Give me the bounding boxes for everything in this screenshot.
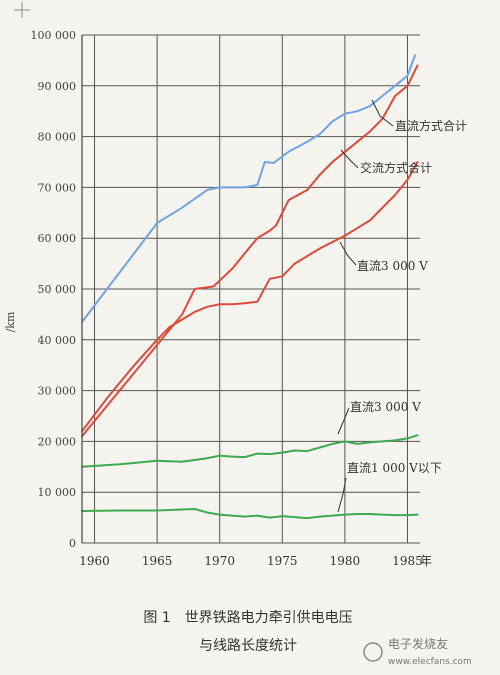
leader-dc3000-green [337,407,350,435]
label-dc-total: 直流方式合计 [395,118,467,133]
y-tick-label: 10 000 [38,486,77,499]
watermark-text: 电子发烧友 [388,636,448,651]
x-tick-label: 1980 [330,554,361,568]
series-line-4 [81,508,419,520]
series-layer [81,54,419,520]
y-tick-label: 100 000 [31,29,77,42]
label-dc3000-green: 直流3 000 V [350,400,421,414]
x-tick-label: 1965 [142,554,173,568]
leader-ac-total [340,149,359,169]
y-tick-label: 70 000 [38,181,77,194]
leader-dc3000-red [339,241,357,266]
y-tick-label: 90 000 [38,80,77,93]
series-line-1 [81,161,419,433]
leader-dc-total [371,99,394,127]
y-axis-label: /km [4,311,17,332]
series-line-2 [81,64,419,438]
axis-layer: 0 10 000 20 000 30 000 40 000 50 000 60 000 70 … [31,29,423,568]
y-tick-label: 30 000 [38,385,77,398]
y-tick-label: 60 000 [38,232,77,245]
label-ac-total: 交流方式合计 [360,160,432,175]
x-axis-unit: 年 [420,554,432,568]
y-tick-label: 20 000 [38,435,77,448]
x-tick-label: 1985 [392,554,423,568]
crosshair-icon [14,2,30,18]
x-tick-label: 1960 [79,554,110,568]
x-tick-label: 1970 [204,554,235,568]
y-tick-label: 40 000 [38,334,77,347]
series-line-0 [81,54,416,323]
y-tick-label: 50 000 [38,283,77,296]
leader-lines [337,99,394,513]
watermark: 电子发烧友 www.elecfans.com [363,636,472,667]
leader-dc1000 [337,477,347,513]
caption-line-1: 图 1 世界铁路电力牵引供电电压 [143,610,352,626]
series-line-3 [81,434,419,468]
caption-line-2: 与线路长度统计 [199,638,297,654]
grid [82,34,420,544]
label-dc1000: 直流1 000 V以下 [347,461,442,475]
watermark-logo-icon [363,642,383,662]
watermark-url: www.elecfans.com [388,657,472,667]
y-tick-label: 0 [69,537,76,550]
x-tick-label: 1975 [267,554,298,568]
y-tick-label: 80 000 [38,131,77,144]
label-dc3000-red: 直流3 000 V [357,259,428,273]
